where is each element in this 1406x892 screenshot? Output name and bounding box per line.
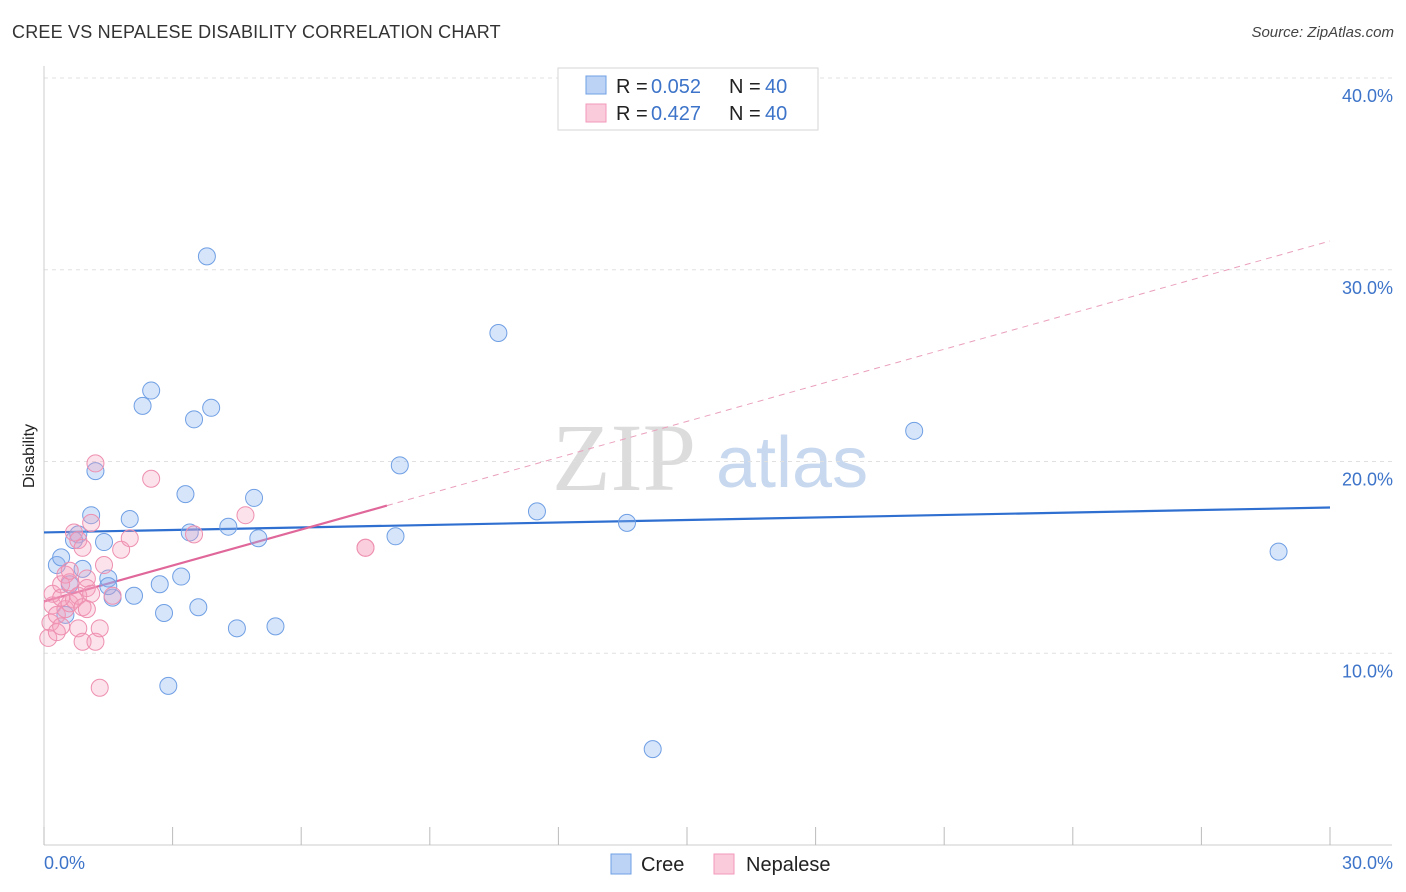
nepalese-point-32 xyxy=(142,469,161,488)
nepalese-point-6 xyxy=(52,617,71,636)
cree-point-35 xyxy=(1269,542,1288,561)
legend-swatch-cree xyxy=(585,75,607,95)
legend-r-label-nepalese: R = xyxy=(616,103,648,125)
cree-point-21 xyxy=(197,247,216,266)
y-tick-label-2: 30.0% xyxy=(1342,278,1393,298)
legend-n-label-cree: N = xyxy=(729,76,761,98)
trend-lines xyxy=(43,240,1331,603)
cree-point-14 xyxy=(150,575,169,594)
legend-r-label-cree: R = xyxy=(616,76,648,98)
cree-point-24 xyxy=(227,619,246,638)
x-tick-label-0: 0.0% xyxy=(44,853,85,873)
cree-point-11 xyxy=(125,586,144,605)
legend-bottom-label-cree: Cree xyxy=(641,854,684,876)
cree-point-29 xyxy=(390,456,409,475)
nepalese-point-19 xyxy=(73,538,92,557)
source-credit: Source: ZipAtlas.com xyxy=(1251,24,1394,41)
axes xyxy=(43,66,1392,846)
cree-point-10 xyxy=(120,510,139,529)
cree-trend-line xyxy=(43,506,1331,534)
legend-swatch-nepalese xyxy=(585,103,607,123)
nepalese-point-39 xyxy=(77,600,96,619)
cree-point-31 xyxy=(527,502,546,521)
tick-labels: 10.0% 20.0% 30.0% 40.0% 0.0% 30.0% xyxy=(44,86,1393,873)
cree-point-19 xyxy=(185,410,204,429)
cree-point-23 xyxy=(219,517,238,536)
cree-point-34 xyxy=(905,421,924,440)
cree-point-8 xyxy=(99,569,118,588)
nepalese-point-33 xyxy=(185,525,204,544)
legend-n-value-cree: 40 xyxy=(765,76,787,98)
cree-point-5 xyxy=(82,506,101,525)
legend-stats: R = 0.052 N = 40 R = 0.427 N = 40 xyxy=(557,67,819,131)
y-tick-label-1: 20.0% xyxy=(1342,470,1393,490)
cree-point-12 xyxy=(133,396,152,415)
nepalese-point-22 xyxy=(82,513,101,532)
nepalese-point-23 xyxy=(82,584,101,603)
cree-point-18 xyxy=(176,485,195,504)
cree-point-26 xyxy=(249,529,268,548)
cree-point-36 xyxy=(99,577,118,596)
legend-r-value-cree: 0.052 xyxy=(651,76,701,98)
x-tick-label-1: 30.0% xyxy=(1342,853,1393,873)
cree-point-28 xyxy=(386,527,405,546)
nepalese-point-17 xyxy=(73,632,92,651)
chart-title: CREE VS NEPALESE DISABILITY CORRELATION … xyxy=(12,22,501,42)
cree-point-30 xyxy=(489,324,508,343)
cree-point-22 xyxy=(202,398,221,417)
nepalese-point-24 xyxy=(86,454,105,473)
nepalese-point-14 xyxy=(69,619,88,638)
nepalese-point-31 xyxy=(120,529,139,548)
y-tick-label-3: 40.0% xyxy=(1342,86,1393,106)
nepalese-point-28 xyxy=(95,556,114,575)
cree-point-6 xyxy=(86,462,105,481)
nepalese-point-5 xyxy=(47,605,66,624)
nepalese-point-25 xyxy=(86,632,105,651)
gridlines xyxy=(44,77,1392,654)
watermark-zip: ZIP xyxy=(552,404,696,511)
data-points xyxy=(39,247,1288,759)
legend-n-label-nepalese: N = xyxy=(729,103,761,125)
nepalese-point-34 xyxy=(236,506,255,525)
nepalese-point-36 xyxy=(356,538,375,557)
cree-point-7 xyxy=(95,533,114,552)
cree-point-33 xyxy=(643,740,662,759)
nepalese-point-27 xyxy=(90,678,109,697)
cree-point-13 xyxy=(142,381,161,400)
cree-point-27 xyxy=(266,617,285,636)
nepalese-trend-extension xyxy=(386,240,1331,507)
nepalese-point-38 xyxy=(60,561,79,580)
legend-r-value-nepalese: 0.427 xyxy=(651,103,701,125)
legend-bottom-swatch-cree xyxy=(610,853,632,875)
cree-point-25 xyxy=(245,488,264,507)
cree-point-20 xyxy=(189,598,208,617)
cree-point-32 xyxy=(617,513,636,532)
nepalese-point-0 xyxy=(39,628,58,647)
legend-n-value-nepalese: 40 xyxy=(765,103,787,125)
y-axis-title: Disability xyxy=(21,424,38,488)
nepalese-point-1 xyxy=(41,613,60,632)
legend-series: Cree Nepalese xyxy=(610,853,831,876)
cree-point-1 xyxy=(52,548,71,567)
legend-bottom-label-nepalese: Nepalese xyxy=(746,854,831,876)
nepalese-point-37 xyxy=(52,588,71,607)
watermark-atlas: atlas xyxy=(716,423,868,503)
nepalese-point-26 xyxy=(90,619,109,638)
y-tick-label-0: 10.0% xyxy=(1342,661,1393,681)
cree-point-15 xyxy=(155,603,174,622)
cree-point-16 xyxy=(159,676,178,695)
legend-bottom-swatch-nepalese xyxy=(713,853,735,875)
nepalese-trend-line xyxy=(43,504,388,603)
cree-point-17 xyxy=(172,567,191,586)
nepalese-point-29 xyxy=(103,586,122,605)
